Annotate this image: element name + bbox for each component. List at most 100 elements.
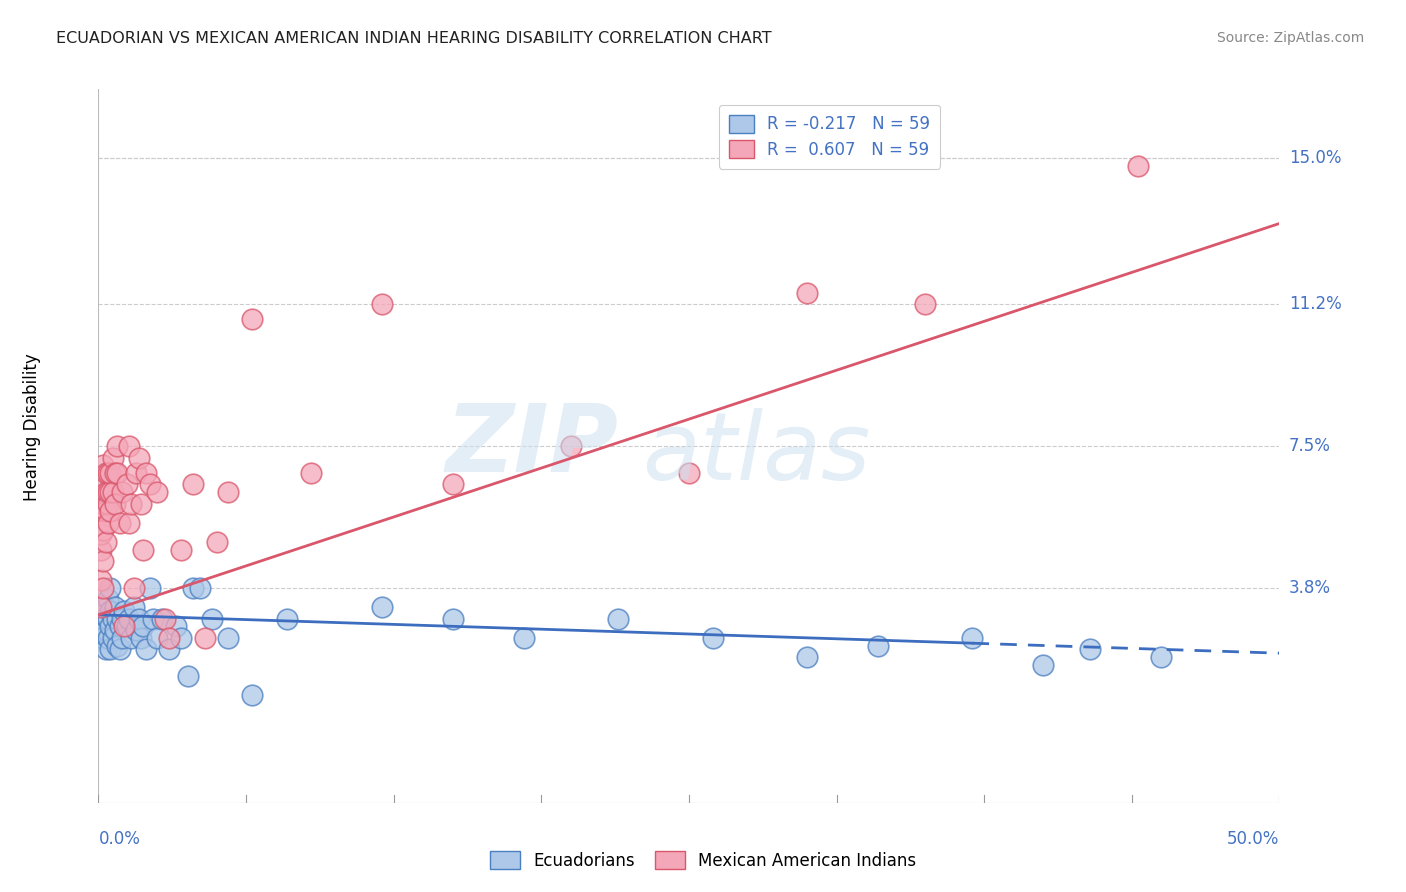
Point [90, 619, 112, 633]
Point [97, 631, 120, 645]
Point [125, 466, 148, 480]
Point [108, 619, 131, 633]
Point [94, 623, 117, 637]
Point [101, 631, 124, 645]
Point [118, 612, 141, 626]
Point [115, 477, 138, 491]
Point [112, 619, 135, 633]
Point [105, 612, 128, 626]
Point [91, 497, 114, 511]
Point [98, 604, 121, 618]
Point [150, 612, 173, 626]
Point [962, 631, 984, 645]
Text: 3.8%: 3.8% [1289, 579, 1331, 597]
Point [97, 612, 120, 626]
Point [94, 642, 117, 657]
Point [91, 554, 114, 568]
Text: atlas: atlas [641, 408, 870, 499]
Point [129, 631, 152, 645]
Point [796, 650, 818, 665]
Point [98, 466, 121, 480]
Point [105, 466, 128, 480]
Point [170, 631, 193, 645]
Point [101, 450, 124, 465]
Point [678, 466, 700, 480]
Point [139, 581, 162, 595]
Point [118, 439, 141, 453]
Point [201, 612, 224, 626]
Text: ECUADORIAN VS MEXICAN AMERICAN INDIAN HEARING DISABILITY CORRELATION CHART: ECUADORIAN VS MEXICAN AMERICAN INDIAN HE… [56, 31, 772, 46]
Point [866, 639, 889, 653]
Point [90, 527, 112, 541]
Text: ZIP: ZIP [446, 400, 619, 492]
Point [101, 612, 124, 626]
Point [441, 477, 464, 491]
Point [94, 535, 117, 549]
Point [112, 604, 135, 618]
Text: 7.5%: 7.5% [1289, 437, 1331, 455]
Point [94, 600, 117, 615]
Point [146, 631, 169, 645]
Point [240, 689, 263, 703]
Text: 11.2%: 11.2% [1289, 295, 1341, 313]
Point [91, 477, 114, 491]
Point [512, 631, 534, 645]
Point [91, 524, 114, 538]
Point [98, 619, 121, 633]
Point [217, 631, 239, 645]
Point [240, 312, 263, 326]
Point [90, 504, 112, 518]
Point [142, 612, 165, 626]
Point [181, 581, 204, 595]
Point [105, 439, 128, 453]
Point [1032, 657, 1054, 672]
Point [105, 639, 128, 653]
Point [188, 581, 211, 595]
Point [94, 466, 117, 480]
Point [135, 466, 157, 480]
Point [194, 631, 217, 645]
Point [371, 600, 394, 615]
Point [132, 542, 155, 557]
Point [205, 535, 228, 549]
Point [98, 504, 121, 518]
Point [914, 297, 936, 311]
Point [135, 642, 157, 657]
Point [90, 542, 112, 557]
Point [90, 600, 112, 615]
Point [97, 516, 120, 530]
Point [157, 642, 180, 657]
Point [98, 642, 121, 657]
Point [170, 542, 193, 557]
Text: Hearing Disability: Hearing Disability [24, 353, 41, 500]
Text: 0.0%: 0.0% [98, 830, 141, 847]
Point [104, 623, 127, 637]
Point [122, 600, 145, 615]
Point [1126, 159, 1149, 173]
Point [94, 485, 117, 500]
Text: 15.0%: 15.0% [1289, 149, 1341, 168]
Point [132, 619, 155, 633]
Point [217, 485, 239, 500]
Point [108, 516, 131, 530]
Text: 50.0%: 50.0% [1227, 830, 1279, 847]
Point [104, 466, 127, 480]
Point [104, 497, 127, 511]
Point [101, 485, 124, 500]
Point [98, 581, 121, 595]
Point [90, 574, 112, 588]
Point [177, 669, 200, 683]
Point [1080, 642, 1102, 657]
Point [128, 612, 150, 626]
Point [441, 612, 464, 626]
Point [97, 592, 120, 607]
Point [111, 485, 134, 500]
Point [108, 642, 131, 657]
Point [128, 450, 150, 465]
Point [121, 631, 143, 645]
Text: Source: ZipAtlas.com: Source: ZipAtlas.com [1216, 31, 1364, 45]
Point [91, 458, 114, 473]
Point [299, 466, 322, 480]
Point [91, 581, 114, 595]
Point [98, 485, 121, 500]
